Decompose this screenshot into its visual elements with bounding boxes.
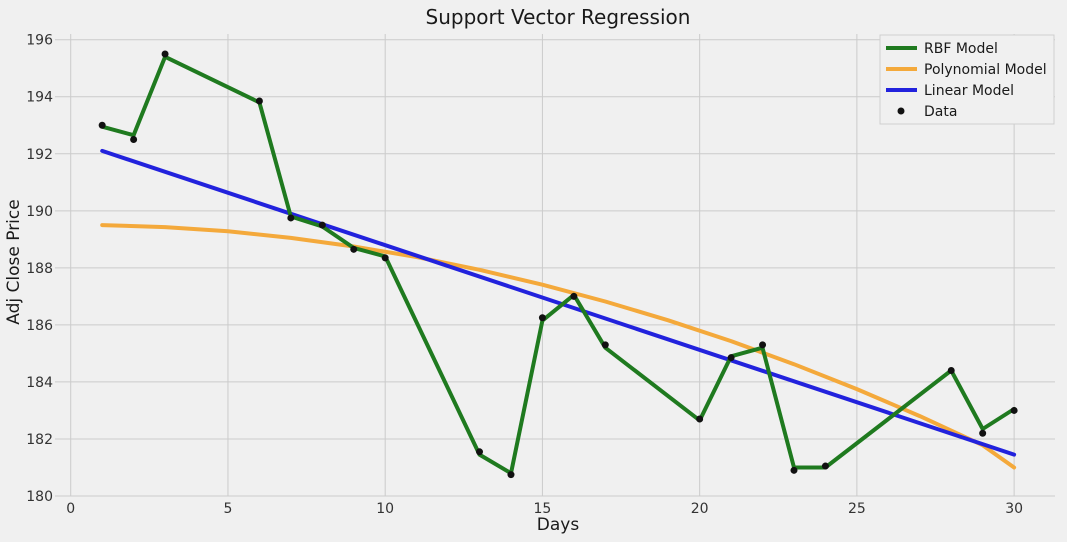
legend-label-linear: Linear Model — [924, 83, 1014, 99]
x-tick-label-30: 30 — [1005, 501, 1023, 517]
legend-swatch-data — [897, 107, 905, 115]
x-tick-label-5: 5 — [223, 501, 232, 517]
data-point — [161, 50, 169, 58]
data-point — [727, 354, 735, 362]
grid — [55, 34, 1055, 497]
data-point — [381, 254, 389, 262]
data-point — [287, 214, 295, 222]
y-tick-label-194: 194 — [26, 90, 53, 106]
x-tick-label-25: 25 — [848, 501, 866, 517]
data-point — [98, 121, 106, 129]
data-point — [538, 314, 546, 322]
y-tick-label-190: 190 — [26, 204, 53, 220]
data-point — [947, 367, 955, 375]
x-tick-label-15: 15 — [534, 501, 552, 517]
data-point — [507, 471, 515, 479]
data-point — [790, 466, 798, 474]
y-tick-label-186: 186 — [26, 318, 53, 334]
data-point — [318, 221, 326, 229]
x-axis-label: Days — [537, 515, 580, 535]
series-line-linear-model — [100, 148, 1017, 457]
x-tick-label-0: 0 — [66, 501, 75, 517]
data-point — [759, 341, 767, 349]
y-tick-label-192: 192 — [26, 147, 53, 163]
data-point — [255, 97, 263, 105]
x-tick-label-10: 10 — [376, 501, 394, 517]
data-point — [570, 292, 578, 300]
legend-label-rbf: RBF Model — [924, 41, 998, 57]
legend-label-polynomial: Polynomial Model — [924, 62, 1047, 78]
data-points — [98, 50, 1018, 479]
y-tick-label-184: 184 — [26, 375, 53, 391]
chart-title: Support Vector Regression — [426, 5, 691, 29]
y-tick-labels: 180 182 184 186 188 190 192 194 196 — [26, 33, 53, 505]
y-tick-label-196: 196 — [26, 33, 53, 49]
legend-label-data: Data — [924, 104, 957, 120]
y-tick-label-188: 188 — [26, 261, 53, 277]
data-point — [601, 341, 609, 349]
data-point — [821, 462, 829, 470]
data-point — [979, 429, 987, 437]
y-tick-label-180: 180 — [26, 489, 53, 505]
x-tick-labels: 0 5 10 15 20 25 30 — [66, 501, 1023, 517]
data-point — [1010, 406, 1018, 414]
data-point — [476, 448, 484, 456]
data-point — [130, 136, 138, 144]
data-point — [696, 415, 704, 423]
x-tick-label-20: 20 — [691, 501, 709, 517]
legend: RBF Model Polynomial Model Linear Model … — [879, 34, 1055, 125]
y-axis-label: Adj Close Price — [4, 199, 24, 324]
data-point — [350, 245, 358, 253]
y-tick-label-182: 182 — [26, 432, 53, 448]
